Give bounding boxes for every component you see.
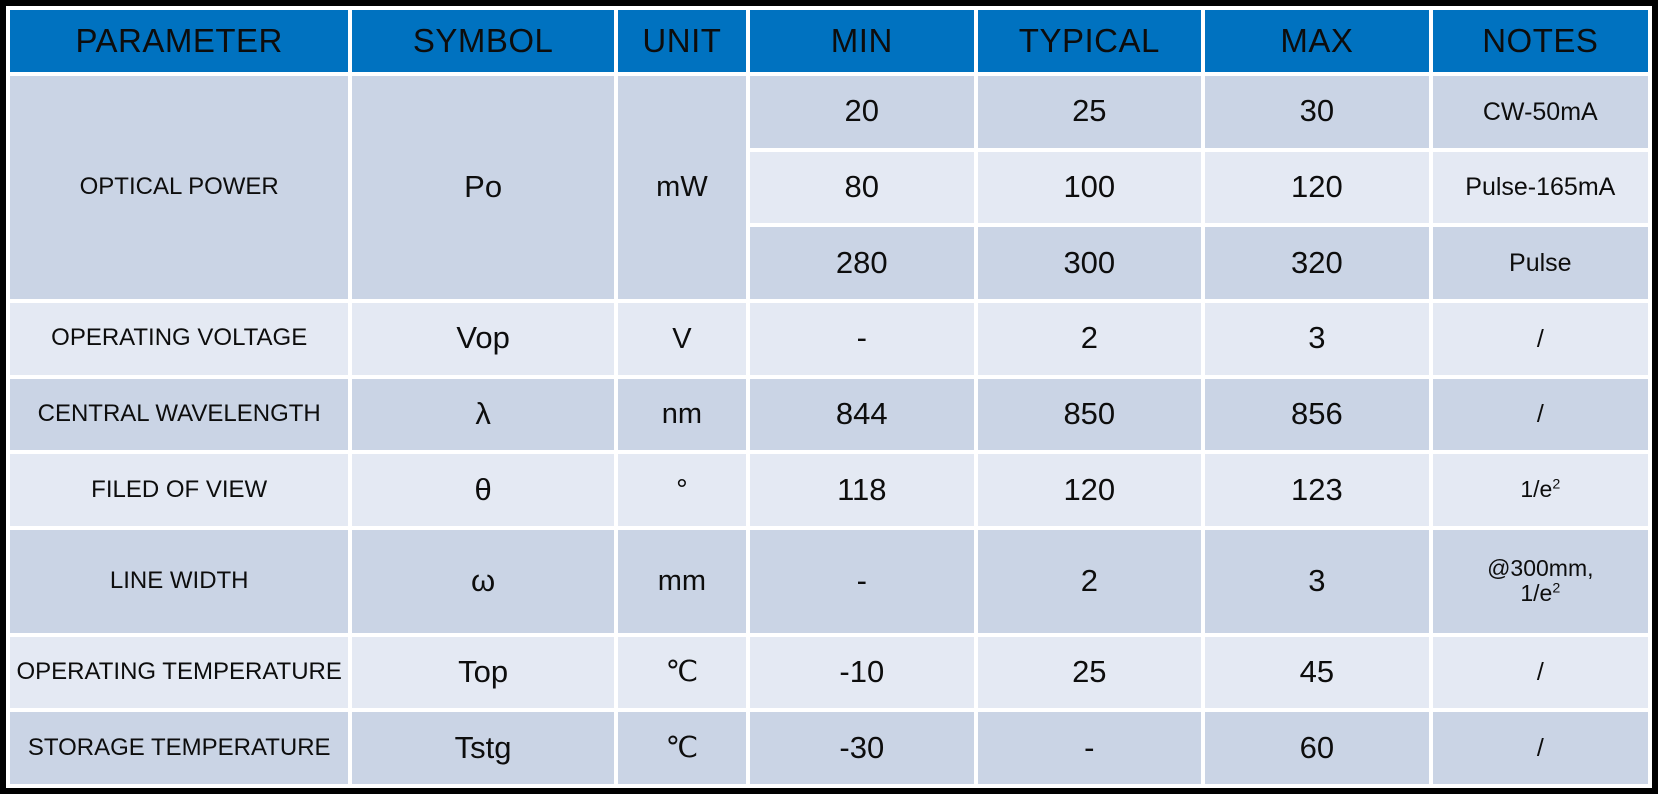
cell-notes: @300mm, 1/e2 [1432,529,1648,633]
cell-notes: / [1432,302,1648,375]
cell-symbol: λ [352,378,614,451]
cell-typical: 120 [977,454,1202,526]
column-header-symbol: SYMBOL [352,10,614,72]
cell-max: 30 [1205,76,1429,148]
cell-min: 80 [750,151,974,224]
cell-unit: nm [617,378,747,451]
cell-symbol: θ [352,454,614,526]
table-row: FILED OF VIEW θ ° 118 120 123 1/e2 [10,454,1648,526]
table-row: LINE WIDTH ω mm -2 3 @300mm, 1/e2 [10,529,1648,633]
column-header-max: MAX [1205,10,1429,72]
cell-symbol: Vop [352,302,614,375]
table-header: PARAMETER SYMBOL UNIT MIN TYPICAL MAX NO… [10,10,1648,72]
cell-max: 123 [1205,454,1429,526]
cell-notes: / [1432,636,1648,709]
cell-typical: 25 [977,76,1202,148]
column-header-unit: UNIT [617,10,747,72]
cell-notes: / [1432,378,1648,451]
cell-parameter: FILED OF VIEW [10,454,349,526]
cell-min: 118 [750,454,974,526]
cell-min: -30 [750,712,974,784]
cell-max: 3 [1205,529,1429,633]
cell-notes: 1/e2 [1432,454,1648,526]
cell-typical: 2 [977,302,1202,375]
cell-parameter: STORAGE TEMPERATURE [10,712,349,784]
table-row: 280 300 320 Pulse [10,227,1648,299]
cell-max: 120 [1205,151,1429,224]
cell-max: 3 [1205,302,1429,375]
cell-min: 280 [750,227,974,299]
cell-parameter: OPTICAL POWER [10,76,349,299]
cell-typical: 100 [977,151,1202,224]
cell-parameter: CENTRAL WAVELENGTH [10,378,349,451]
cell-notes: CW-50mA [1432,76,1648,148]
table-row: CENTRAL WAVELENGTH λ nm 844 850 856/ [10,378,1648,451]
cell-notes: Pulse-165mA [1432,151,1648,224]
table-body: OPTICAL POWER Po mW 20 25 30 CW-50mA 80 100 120 Pu… [10,76,1648,784]
cell-symbol: Tstg [352,712,614,784]
cell-unit: ° [617,454,747,526]
cell-typical: - [977,712,1202,784]
cell-symbol: Po [352,76,614,299]
header-row: PARAMETER SYMBOL UNIT MIN TYPICAL MAX NO… [10,10,1648,72]
table-row: OPERATING TEMPERATURE Top ℃ -10 25 45/ [10,636,1648,709]
cell-unit: V [617,302,747,375]
table-row: OPTICAL POWER Po mW 20 25 30 CW-50mA [10,76,1648,299]
cell-symbol: Top [352,636,614,709]
table-row: 80 100 120 Pulse-165mA [10,151,1648,224]
cell-typical: 25 [977,636,1202,709]
column-header-typical: TYPICAL [977,10,1202,72]
cell-parameter: OPERATING TEMPERATURE [10,636,349,709]
cell-symbol: ω [352,529,614,633]
table-row: STORAGE TEMPERATURE Tstg ℃ -30-60/ [10,712,1648,784]
cell-unit: mm [617,529,747,633]
cell-min: -10 [750,636,974,709]
cell-min: - [750,529,974,633]
cell-unit: ℃ [617,712,747,784]
cell-unit: ℃ [617,636,747,709]
optical-specification-table: PARAMETER SYMBOL UNIT MIN TYPICAL MAX NO… [6,6,1652,788]
cell-typical: 300 [977,227,1202,299]
cell-typical: 2 [977,529,1202,633]
cell-max: 320 [1205,227,1429,299]
cell-min: 20 [750,76,974,148]
cell-notes: / [1432,712,1648,784]
cell-parameter: OPERATING VOLTAGE [10,302,349,375]
column-header-notes: NOTES [1432,10,1648,72]
cell-unit: mW [617,76,747,299]
cell-notes: Pulse [1432,227,1648,299]
cell-min: - [750,302,974,375]
cell-typical: 850 [977,378,1202,451]
cell-min: 844 [750,378,974,451]
cell-max: 60 [1205,712,1429,784]
column-header-parameter: PARAMETER [10,10,349,72]
cell-max: 45 [1205,636,1429,709]
table-row: OPERATING VOLTAGE Vop V -2 3/ [10,302,1648,375]
cell-max: 856 [1205,378,1429,451]
column-header-min: MIN [750,10,974,72]
cell-parameter: LINE WIDTH [10,529,349,633]
